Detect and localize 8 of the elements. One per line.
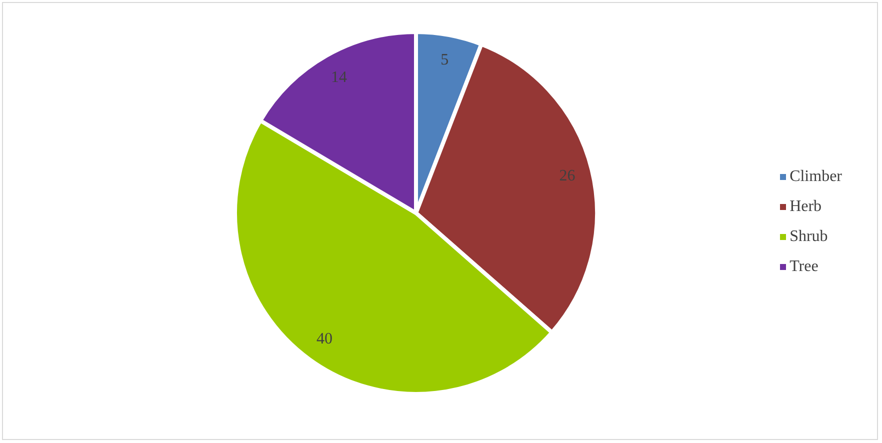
data-label: 40 — [316, 330, 333, 348]
data-label: 26 — [559, 167, 576, 184]
data-label: 14 — [331, 69, 347, 86]
legend-label: Tree — [790, 258, 818, 274]
legend-label: Climber — [790, 168, 842, 184]
legend-label: Herb — [790, 198, 822, 214]
data-label: 5 — [440, 51, 449, 68]
legend-label: Shrub — [790, 228, 828, 244]
